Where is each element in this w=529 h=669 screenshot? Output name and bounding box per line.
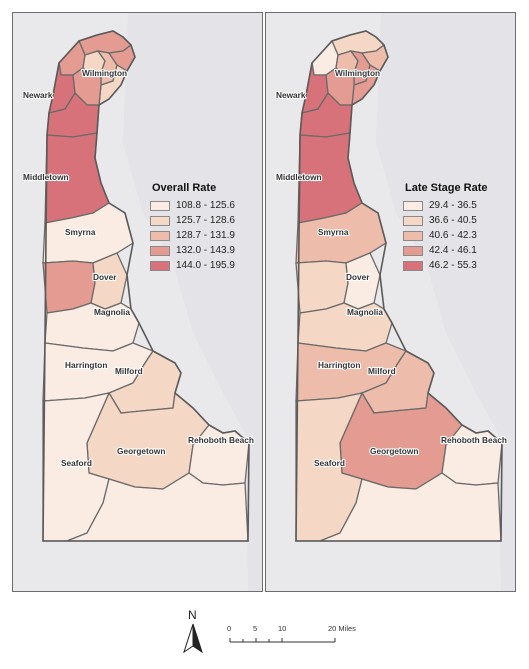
legend-row: 46.2 - 55.3 (403, 258, 513, 273)
legend-title: Late Stage Rate (405, 182, 488, 194)
legend-row: 108.8 - 125.6 (150, 198, 260, 213)
legend-row: 29.4 - 36.5 (403, 198, 513, 213)
legend-label: 29.4 - 36.5 (429, 200, 477, 211)
scale-tick-10: 10 (278, 624, 287, 633)
north-letter: N (188, 608, 197, 622)
scale-bar-ruler (229, 638, 336, 643)
place-label-middletown: Middletown (23, 172, 69, 182)
late-stage-rate-map-panel: Wilmington Newark Middletown Smyrna Dove… (265, 12, 516, 592)
legend-label: 42.4 - 46.1 (429, 245, 477, 256)
place-label-dover: Dover (93, 272, 117, 282)
place-label-milford: Milford (115, 366, 143, 376)
place-label-wilmington: Wilmington (82, 68, 127, 78)
place-label-dover: Dover (346, 272, 370, 282)
scale-bar: 0 5 10 20 Miles (225, 622, 365, 662)
legend-row: 42.4 - 46.1 (403, 243, 513, 258)
place-label-smyrna: Smyrna (318, 227, 349, 237)
place-label-georgetown: Georgetown (117, 446, 165, 456)
north-arrow: N (180, 608, 210, 656)
scale-tick-5: 5 (253, 624, 258, 633)
legend-swatch (403, 200, 423, 211)
place-label-wilmington: Wilmington (335, 68, 380, 78)
place-label-magnolia: Magnolia (94, 307, 130, 317)
place-label-seaford: Seaford (314, 458, 345, 468)
legend-swatch (403, 215, 423, 226)
place-label-magnolia: Magnolia (347, 307, 383, 317)
place-label-smyrna: Smyrna (65, 227, 96, 237)
legend-swatch (150, 200, 170, 211)
legend-label: 46.2 - 55.3 (429, 260, 477, 271)
place-label-newark: Newark (23, 90, 53, 100)
place-label-seaford: Seaford (61, 458, 92, 468)
legend-label: 128.7 - 131.9 (176, 230, 235, 241)
legend-swatch (150, 230, 170, 241)
place-label-georgetown: Georgetown (370, 446, 418, 456)
legend-label: 144.0 - 195.9 (176, 260, 235, 271)
legend-swatch (403, 260, 423, 271)
place-label-rehoboth-beach: Rehoboth Beach (441, 435, 507, 445)
legend: Overall Rate 108.8 - 125.6 125.7 - 128.6 1… (150, 182, 260, 273)
legend-row: 40.6 - 42.3 (403, 228, 513, 243)
scale-tick-20-miles: 20 Miles (328, 624, 356, 633)
legend: Late Stage Rate 29.4 - 36.5 36.6 - 40.5 40… (403, 182, 513, 273)
place-label-newark: Newark (276, 90, 306, 100)
legend-swatch (150, 260, 170, 271)
legend-swatch (403, 230, 423, 241)
north-arrow-icon (183, 623, 203, 654)
legend-label: 125.7 - 128.6 (176, 215, 235, 226)
legend-row: 128.7 - 131.9 (150, 228, 260, 243)
legend-title: Overall Rate (152, 182, 217, 194)
legend-swatch (150, 245, 170, 256)
legend-row: 36.6 - 40.5 (403, 213, 513, 228)
legend-label: 36.6 - 40.5 (429, 215, 477, 226)
legend-label: 132.0 - 143.9 (176, 245, 235, 256)
place-label-rehoboth-beach: Rehoboth Beach (188, 435, 254, 445)
place-label-milford: Milford (368, 366, 396, 376)
legend-swatch (403, 245, 423, 256)
legend-swatch (150, 215, 170, 226)
place-label-middletown: Middletown (276, 172, 322, 182)
overall-rate-map-panel: Wilmington Newark Middletown Smyrna Dove… (12, 12, 263, 592)
legend-label: 108.8 - 125.6 (176, 200, 235, 211)
legend-row: 132.0 - 143.9 (150, 243, 260, 258)
place-label-harrington: Harrington (65, 360, 107, 370)
legend-label: 40.6 - 42.3 (429, 230, 477, 241)
scale-tick-0: 0 (227, 624, 232, 633)
legend-row: 144.0 - 195.9 (150, 258, 260, 273)
place-label-harrington: Harrington (318, 360, 360, 370)
legend-row: 125.7 - 128.6 (150, 213, 260, 228)
